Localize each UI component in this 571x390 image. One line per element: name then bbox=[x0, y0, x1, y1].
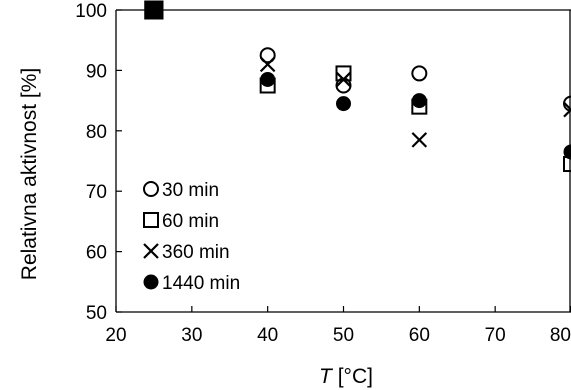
x-tick-label: 20 bbox=[105, 325, 126, 346]
x-axis-unit: [°C] bbox=[332, 365, 373, 388]
y-tick-label: 80 bbox=[86, 122, 107, 143]
data-point bbox=[411, 93, 427, 109]
ticks: 50 60 70 80 90 100 20 30 40 50 60 70 80 bbox=[75, 1, 571, 346]
x-tick-label: 80 bbox=[550, 325, 571, 346]
legend-label: 360 min bbox=[162, 242, 230, 263]
legend-marker bbox=[143, 274, 159, 290]
series-1440-min bbox=[144, 0, 571, 160]
x-tick-label: 50 bbox=[333, 325, 354, 346]
legend-label: 1440 min bbox=[162, 273, 240, 294]
y-tick-label: 60 bbox=[86, 243, 107, 264]
cross-stroke bbox=[335, 71, 352, 88]
y-tick-label: 50 bbox=[86, 303, 107, 324]
data-point bbox=[259, 56, 276, 73]
y-axis-label: Relativna aktivnost [%] bbox=[18, 68, 41, 280]
legend-label: 30 min bbox=[162, 180, 219, 201]
data-point bbox=[335, 71, 352, 88]
cross-stroke bbox=[143, 243, 159, 259]
legend-entry: 60 min bbox=[143, 211, 219, 232]
data-point bbox=[336, 96, 351, 112]
legend-entry: 360 min bbox=[143, 242, 230, 263]
legend-entry: 1440 min bbox=[143, 273, 240, 294]
cross-stroke bbox=[259, 56, 276, 73]
data-point bbox=[144, 0, 164, 20]
data-point bbox=[260, 71, 276, 87]
legend-label: 60 min bbox=[162, 211, 219, 232]
cross-stroke bbox=[411, 132, 428, 148]
data-point bbox=[411, 132, 428, 148]
data-point bbox=[259, 47, 276, 64]
data-marks bbox=[144, 0, 571, 173]
y-tick-label: 70 bbox=[86, 182, 107, 203]
y-tick-label: 90 bbox=[86, 61, 107, 82]
series-60-min bbox=[144, 0, 571, 173]
y-tick-label: 100 bbox=[75, 1, 107, 22]
x-tick-label: 60 bbox=[409, 325, 430, 346]
cross-stroke bbox=[563, 101, 571, 112]
series-360-min bbox=[144, 0, 571, 148]
data-point bbox=[563, 156, 571, 173]
legend-marker bbox=[143, 181, 159, 197]
series-30-min bbox=[144, 0, 571, 112]
legend: 30 min 60 min 360 min 1440 min bbox=[143, 180, 240, 294]
axes bbox=[115, 9, 571, 313]
data-point bbox=[563, 144, 571, 160]
data-point bbox=[563, 101, 571, 118]
x-axis-variable: T bbox=[319, 365, 334, 388]
legend-marker bbox=[143, 243, 159, 259]
legend-marker bbox=[143, 212, 159, 228]
x-axis-label: T [°C] bbox=[319, 365, 373, 388]
legend-entry: 30 min bbox=[143, 180, 219, 201]
x-tick-label: 40 bbox=[257, 325, 278, 346]
data-point bbox=[411, 65, 428, 82]
x-tick-label: 30 bbox=[181, 325, 202, 346]
cross-stroke bbox=[563, 108, 571, 118]
x-tick-label: 70 bbox=[485, 325, 506, 346]
